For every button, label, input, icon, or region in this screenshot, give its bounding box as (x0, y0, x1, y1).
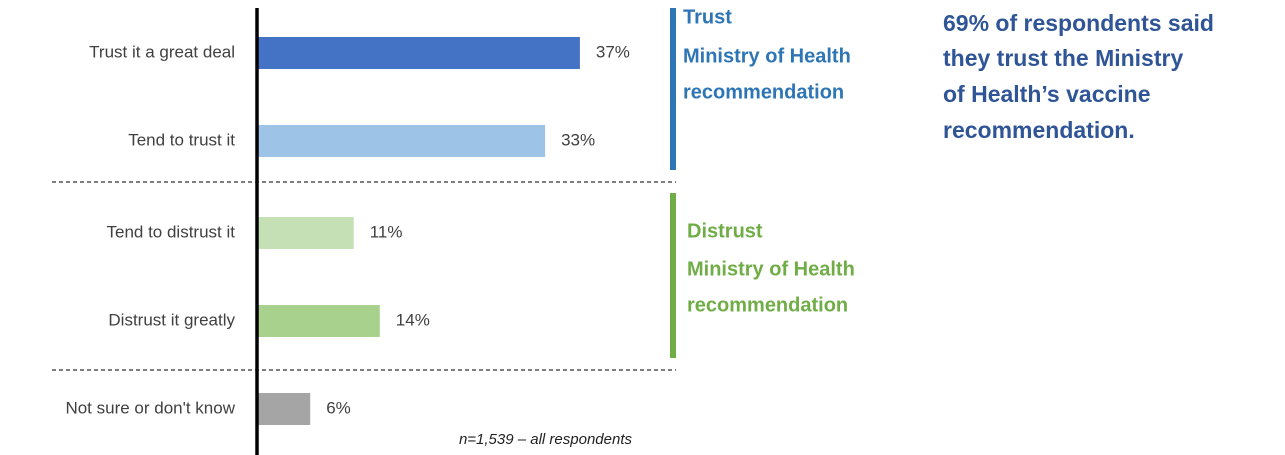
group-label: Distrust (687, 220, 763, 242)
value-label: 37% (596, 42, 630, 61)
callout: 69% of respondents said (943, 10, 1214, 36)
bar (258, 37, 580, 69)
value-label: 33% (561, 130, 595, 149)
value-label: 6% (326, 398, 351, 417)
group-label: Ministry of Health (687, 258, 855, 280)
category-label: Tend to distrust it (106, 222, 235, 241)
callout: recommendation. (943, 117, 1135, 143)
category-label: Trust it a great deal (89, 42, 235, 61)
callout: of Health’s vaccine (943, 81, 1151, 107)
group-label: Trust (683, 6, 732, 28)
bar (258, 125, 546, 157)
group-label: recommendation (687, 294, 848, 316)
value-label: 14% (396, 310, 430, 329)
category-label: Tend to trust it (128, 130, 235, 149)
group-bracket (670, 8, 676, 170)
footnote: n=1,539 – all respondents (459, 431, 633, 448)
callout: they trust the Ministry (943, 45, 1183, 71)
value-label: 11% (370, 222, 403, 241)
bar (258, 393, 311, 425)
group-label: recommendation (683, 81, 844, 103)
group-bracket (670, 193, 676, 358)
bar (258, 305, 380, 337)
category-label: Distrust it greatly (108, 310, 235, 329)
category-label: Not sure or don't know (65, 398, 235, 417)
group-label: Ministry of Health (683, 45, 851, 67)
bar (258, 217, 354, 249)
